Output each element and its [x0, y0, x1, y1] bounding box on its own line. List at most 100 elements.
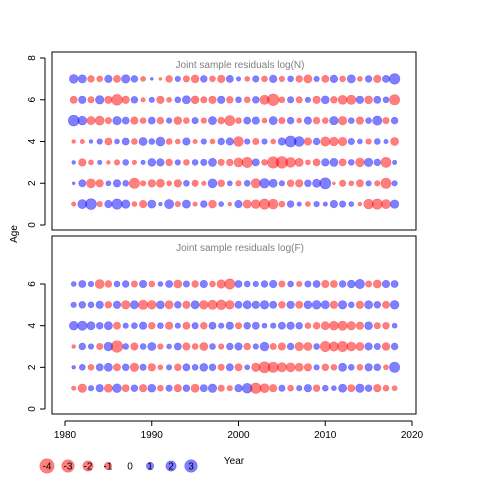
residual-bubble: [390, 199, 400, 209]
residual-bubble: [338, 158, 347, 167]
residual-bubble: [78, 342, 87, 351]
residual-bubble: [259, 341, 270, 352]
residual-bubble: [338, 383, 348, 393]
residual-bubble: [321, 363, 330, 372]
residual-bubble: [389, 300, 400, 310]
residual-bubble: [140, 97, 146, 103]
residual-bubble: [312, 384, 321, 392]
residual-bubble: [391, 385, 398, 392]
residual-bubble: [251, 199, 261, 209]
residual-bubble: [130, 384, 139, 392]
residual-bubble: [191, 159, 199, 166]
residual-bubble: [347, 279, 356, 289]
residual-bubble: [113, 280, 121, 288]
residual-bubble: [121, 116, 130, 125]
residual-bubble: [355, 383, 365, 393]
residual-bubble: [148, 321, 156, 330]
legend-label: -2: [84, 462, 93, 473]
residual-bubble: [200, 138, 207, 145]
residual-bubble: [96, 75, 104, 83]
legend-bubble: [103, 461, 113, 471]
residual-bubble: [329, 280, 338, 288]
residual-bubble: [364, 95, 373, 105]
residual-bubble: [191, 343, 199, 350]
residual-bubble: [373, 363, 382, 372]
residual-bubble: [390, 280, 399, 288]
legend-bubble: [82, 460, 94, 472]
residual-bubble: [122, 343, 130, 350]
residual-bubble: [285, 362, 296, 373]
residual-bubble: [105, 180, 112, 187]
residual-bubble: [103, 321, 113, 331]
residual-bubble: [380, 177, 392, 189]
residual-bubble: [227, 201, 233, 207]
residual-bubble: [71, 385, 77, 391]
residual-bubble: [121, 300, 131, 310]
residual-bubble: [150, 77, 154, 81]
residual-bubble: [183, 117, 190, 124]
residual-bubble: [122, 159, 130, 166]
residual-bubble: [157, 322, 164, 330]
residual-bubble: [337, 340, 349, 353]
residual-bubble: [200, 200, 208, 208]
residual-bubble: [329, 300, 339, 309]
residual-bubble: [147, 199, 157, 209]
residual-bubble: [311, 300, 322, 310]
residual-bubble: [104, 95, 113, 104]
residual-bubble: [251, 321, 260, 330]
y-tick-label: 4: [27, 322, 38, 328]
residual-bubble: [200, 117, 207, 124]
residual-bubble: [88, 139, 94, 144]
residual-bubble: [208, 116, 217, 126]
legend-label: 3: [188, 462, 194, 473]
residual-bubble: [208, 321, 217, 330]
residual-bubble: [218, 322, 225, 329]
residual-bubble: [182, 75, 190, 83]
residual-bubble: [331, 385, 337, 392]
residual-bubble: [70, 281, 77, 287]
residual-bubble: [200, 321, 208, 330]
residual-bubble: [156, 95, 165, 104]
residual-bubble: [224, 115, 236, 126]
residual-bubble: [95, 321, 104, 330]
residual-bubble: [95, 95, 105, 105]
residual-bubble: [78, 158, 87, 167]
residual-bubble: [356, 363, 364, 371]
residual-bubble: [95, 384, 104, 393]
residual-bubble: [104, 200, 113, 209]
panel-log-n-frame: [51, 51, 417, 231]
panel-log-f-y-axis: 0 2 4 6: [27, 281, 46, 412]
residual-bubble: [139, 343, 147, 350]
panel-log-f-title: Joint sample residuals log(F): [176, 243, 304, 254]
x-tick-label: 2020: [401, 430, 424, 441]
residual-bubble: [347, 117, 355, 124]
residual-bubble: [112, 300, 122, 309]
y-tick-label: 2: [27, 180, 38, 186]
residual-bubble: [192, 201, 198, 207]
residual-bubble: [338, 300, 348, 310]
y-tick-label: 8: [27, 55, 38, 61]
residual-bubble: [355, 95, 365, 104]
residual-bubble: [174, 201, 181, 208]
residual-bubble: [94, 115, 105, 126]
residual-bubble: [321, 384, 329, 392]
residual-bubble: [320, 136, 331, 147]
residual-bubble: [164, 199, 175, 210]
residual-bubble: [78, 95, 87, 104]
residual-bubble: [251, 300, 260, 309]
residual-bubble: [67, 114, 80, 127]
residual-bubble: [182, 321, 191, 330]
residual-bubble: [78, 179, 87, 188]
residual-bubble: [104, 137, 113, 146]
residual-bubble: [225, 321, 234, 330]
residual-bubble: [330, 363, 338, 371]
residual-bubble: [286, 116, 295, 125]
residual-bubble: [365, 117, 372, 124]
residual-bubble: [381, 199, 391, 209]
residual-bubble: [365, 280, 373, 288]
residual-bubble: [347, 301, 355, 309]
residual-bubble: [339, 179, 347, 187]
residual-bubble: [364, 384, 373, 392]
residual-bubble: [313, 75, 320, 82]
residual-bubble: [389, 361, 401, 373]
